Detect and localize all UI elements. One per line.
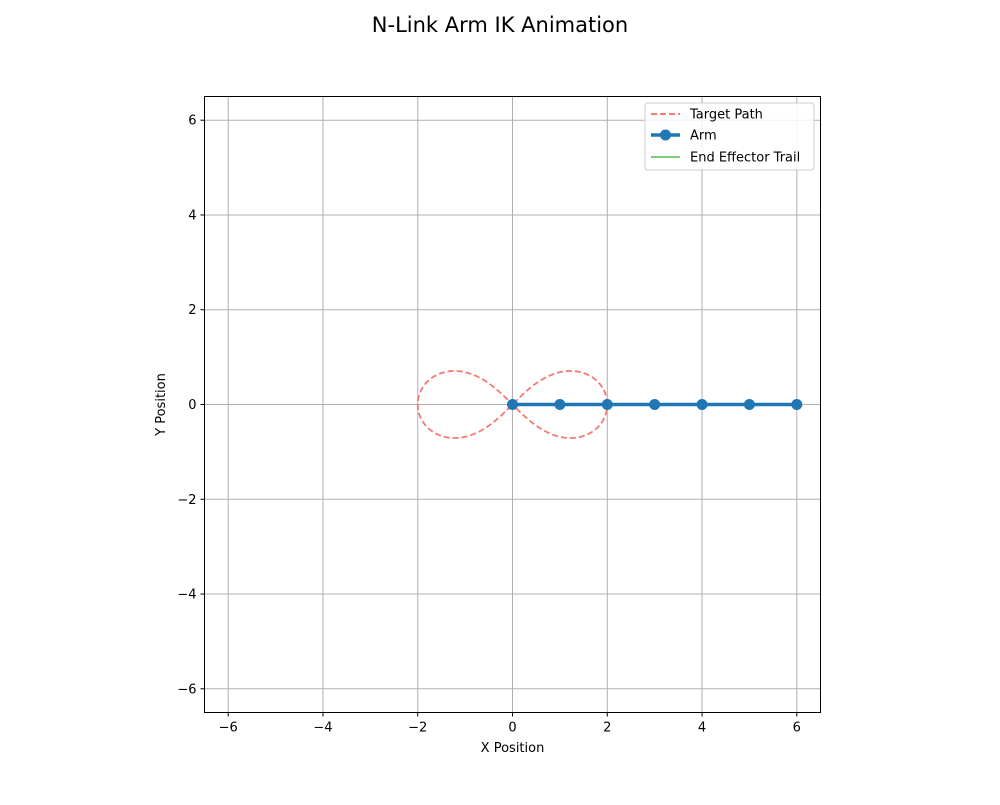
legend-arm-marker: [660, 129, 671, 141]
y-tick-label: −2: [177, 493, 196, 508]
plot-area: [416, 370, 803, 439]
x-tick-label: −6: [219, 721, 238, 736]
x-tick-label: 2: [603, 721, 611, 736]
y-tick-label: −4: [177, 588, 196, 603]
x-tick-label: −4: [313, 721, 332, 736]
arm-joint-marker: [743, 399, 755, 410]
y-tick-label: 6: [188, 114, 196, 129]
legend-arm-label: Arm: [690, 129, 717, 144]
chart-title: N-Link Arm IK Animation: [372, 13, 628, 37]
x-tick-label: 0: [508, 721, 516, 736]
target-path-line: [416, 370, 609, 439]
y-tick-label: 4: [188, 208, 196, 223]
y-axis-label: Y Position: [154, 373, 169, 437]
arm-joint-marker: [649, 399, 661, 410]
x-tick-label: −2: [408, 721, 427, 736]
arm-joint-marker: [554, 399, 566, 410]
legend: Target Path Arm End Effector Trail: [644, 102, 815, 171]
legend-target-path-label: Target Path: [689, 108, 763, 123]
arm-joint-marker: [696, 399, 708, 410]
ticks: −6 −4 −2 0 2 4 6 −6 −4 −2 0 2 4 6: [177, 114, 801, 736]
x-axis-label: X Position: [481, 741, 545, 756]
y-tick-label: −6: [177, 682, 196, 697]
y-tick-label: 0: [188, 398, 196, 413]
legend-box: [644, 102, 815, 171]
y-tick-label: 2: [188, 303, 196, 318]
arm-joint-marker: [601, 399, 613, 410]
arm-joint-marker: [791, 399, 803, 410]
x-tick-label: 6: [793, 721, 801, 736]
x-tick-label: 4: [698, 721, 706, 736]
legend-trail-label: End Effector Trail: [690, 151, 800, 166]
arm-joint-marker: [507, 399, 518, 410]
